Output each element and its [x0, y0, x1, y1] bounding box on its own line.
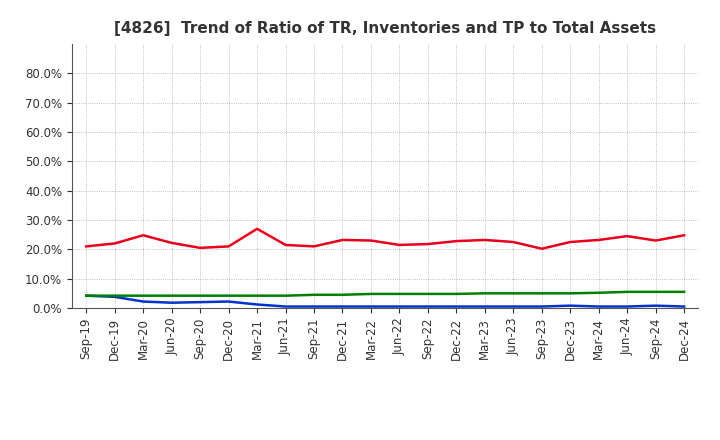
Trade Receivables	[225, 244, 233, 249]
Trade Payables	[225, 293, 233, 298]
Inventories	[509, 304, 518, 309]
Trade Payables	[537, 291, 546, 296]
Trade Receivables	[196, 245, 204, 250]
Trade Payables	[253, 293, 261, 298]
Trade Payables	[452, 291, 461, 297]
Inventories	[480, 304, 489, 309]
Trade Receivables	[537, 246, 546, 251]
Trade Payables	[480, 291, 489, 296]
Trade Payables	[566, 291, 575, 296]
Trade Payables	[652, 289, 660, 294]
Inventories	[452, 304, 461, 309]
Inventories	[595, 304, 603, 309]
Inventories	[652, 303, 660, 308]
Trade Receivables	[366, 238, 375, 243]
Trade Payables	[110, 293, 119, 298]
Trade Payables	[139, 293, 148, 298]
Trade Payables	[338, 292, 347, 297]
Trade Payables	[196, 293, 204, 298]
Trade Receivables	[423, 242, 432, 247]
Inventories	[167, 300, 176, 305]
Trade Payables	[82, 293, 91, 298]
Inventories	[395, 304, 404, 309]
Inventories	[110, 294, 119, 300]
Trade Receivables	[595, 237, 603, 242]
Trade Receivables	[623, 234, 631, 239]
Trade Receivables	[452, 238, 461, 244]
Trade Payables	[509, 291, 518, 296]
Line: Trade Payables: Trade Payables	[86, 292, 684, 296]
Inventories	[282, 304, 290, 309]
Title: [4826]  Trend of Ratio of TR, Inventories and TP to Total Assets: [4826] Trend of Ratio of TR, Inventories…	[114, 21, 656, 36]
Trade Payables	[310, 292, 318, 297]
Trade Payables	[623, 289, 631, 294]
Inventories	[310, 304, 318, 309]
Inventories	[423, 304, 432, 309]
Inventories	[566, 303, 575, 308]
Trade Receivables	[566, 239, 575, 245]
Trade Receivables	[82, 244, 91, 249]
Trade Receivables	[680, 233, 688, 238]
Trade Payables	[423, 291, 432, 297]
Trade Receivables	[282, 242, 290, 248]
Line: Inventories: Inventories	[86, 296, 684, 307]
Inventories	[82, 293, 91, 298]
Trade Receivables	[652, 238, 660, 243]
Trade Receivables	[167, 240, 176, 246]
Inventories	[366, 304, 375, 309]
Inventories	[225, 299, 233, 304]
Trade Payables	[282, 293, 290, 298]
Trade Payables	[680, 289, 688, 294]
Inventories	[253, 302, 261, 307]
Trade Receivables	[480, 237, 489, 242]
Trade Payables	[167, 293, 176, 298]
Inventories	[338, 304, 347, 309]
Inventories	[680, 304, 688, 309]
Trade Receivables	[310, 244, 318, 249]
Inventories	[139, 299, 148, 304]
Trade Payables	[395, 291, 404, 297]
Inventories	[623, 304, 631, 309]
Trade Payables	[595, 290, 603, 295]
Trade Receivables	[395, 242, 404, 248]
Trade Receivables	[253, 226, 261, 231]
Inventories	[196, 300, 204, 305]
Trade Receivables	[139, 233, 148, 238]
Line: Trade Receivables: Trade Receivables	[86, 229, 684, 249]
Trade Receivables	[509, 239, 518, 245]
Trade Receivables	[338, 237, 347, 242]
Inventories	[537, 304, 546, 309]
Trade Receivables	[110, 241, 119, 246]
Trade Payables	[366, 291, 375, 297]
